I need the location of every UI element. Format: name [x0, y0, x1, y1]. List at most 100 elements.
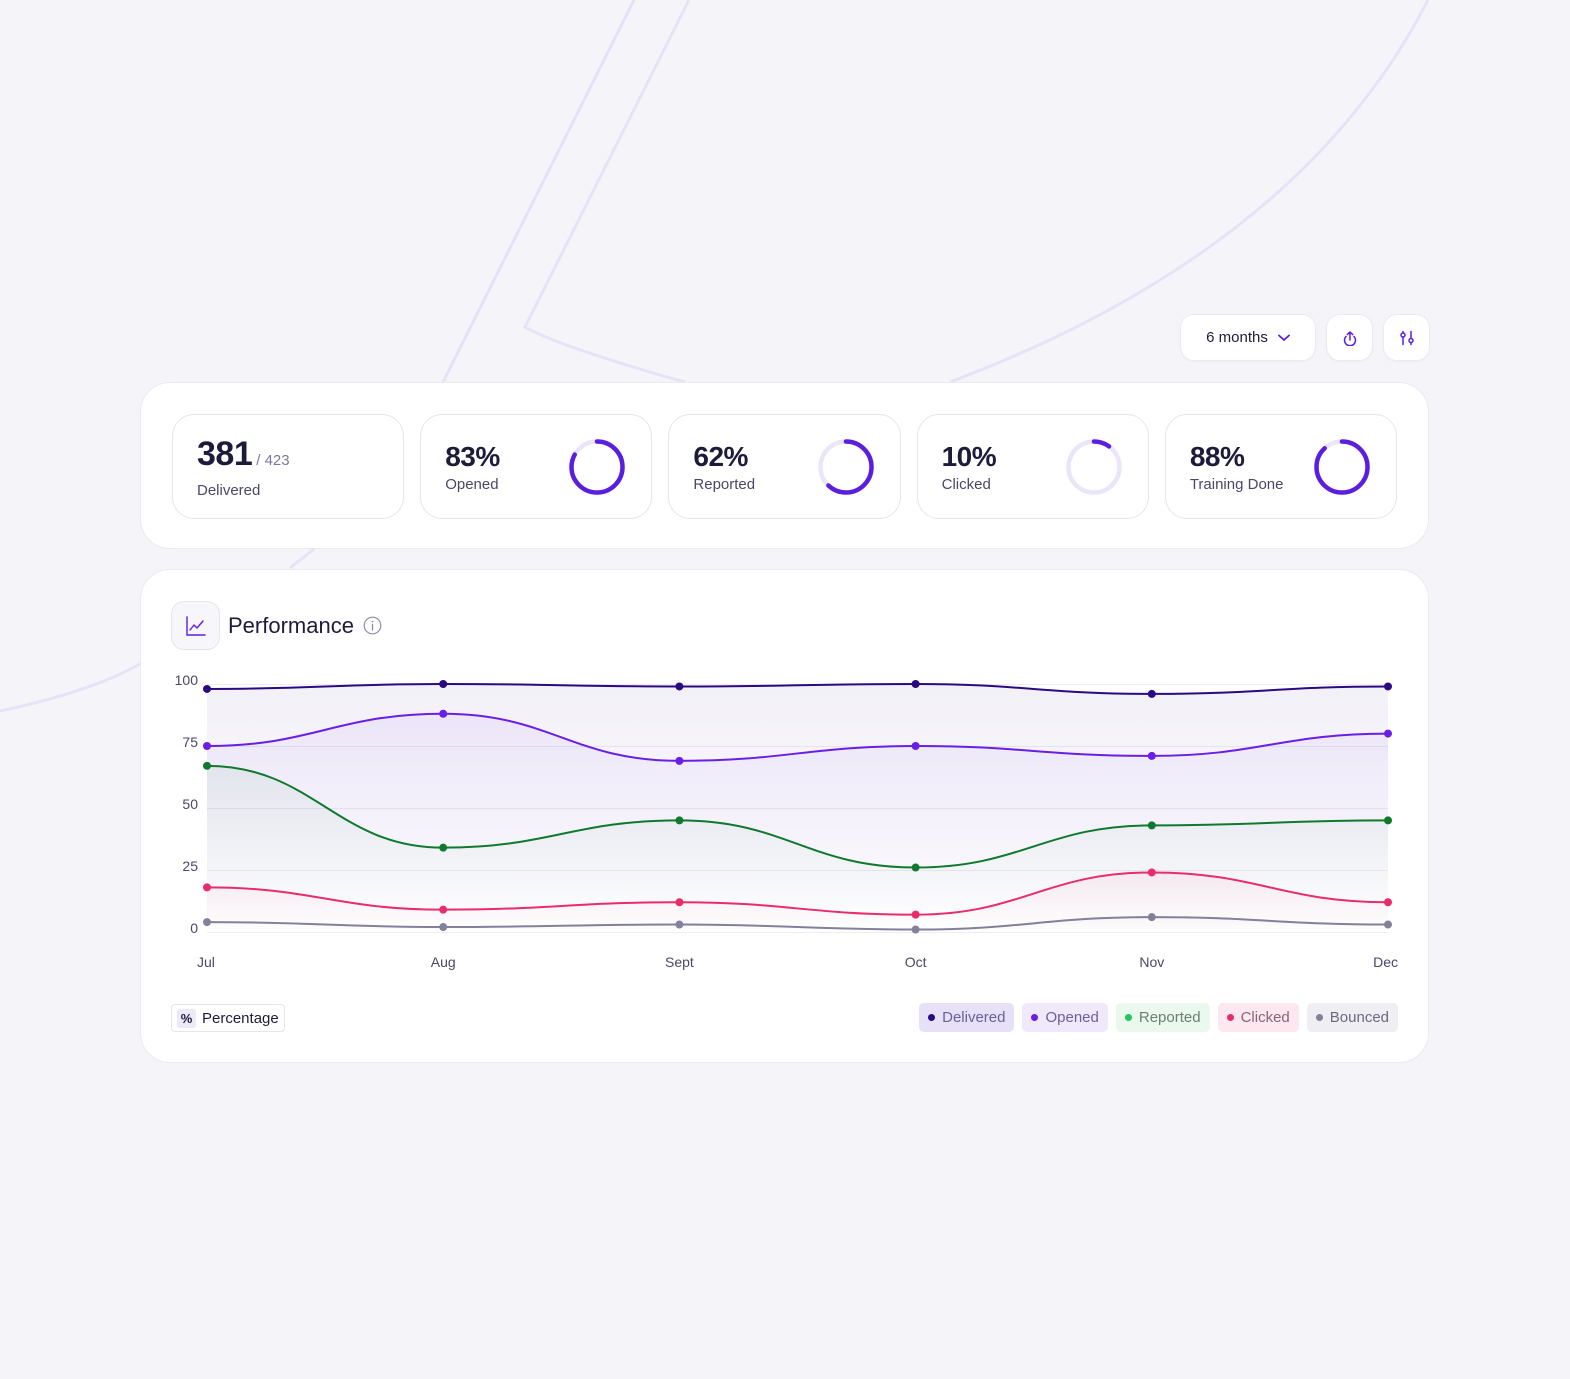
export-button[interactable]: [1326, 314, 1373, 361]
stat-training-done-value: 88%: [1189, 441, 1245, 472]
data-point-clicked[interactable]: [675, 898, 684, 907]
stat-opened: 83% Opened: [420, 414, 653, 519]
data-point-reported[interactable]: [203, 761, 211, 770]
legend-dot: [1124, 1014, 1132, 1021]
performance-title: Performance: [228, 612, 354, 638]
data-point-reported[interactable]: [439, 843, 448, 852]
filter-button[interactable]: [1383, 314, 1430, 361]
y-tick-label: 75: [182, 734, 198, 750]
unit-label: Percentage: [202, 1009, 279, 1027]
stat-delivered-value: 381: [197, 434, 253, 473]
performance-icon-box: [171, 601, 220, 650]
data-point-bounced[interactable]: [1384, 920, 1392, 929]
data-point-delivered[interactable]: [439, 680, 448, 688]
info-icon[interactable]: [363, 616, 382, 635]
upload-icon: [1343, 330, 1356, 346]
performance-chart: 0 25 50 75 100 Jul Aug Sept Oct Nov Dec: [175, 672, 1398, 970]
legend-dot: [1031, 1014, 1039, 1021]
x-tick-label: Oct: [905, 954, 927, 970]
data-point-bounced[interactable]: [1147, 913, 1156, 922]
legend-item-bounced[interactable]: Bounced: [1306, 1003, 1398, 1032]
stat-reported-progress-ring: [817, 438, 874, 495]
ring-progress: [1066, 438, 1122, 495]
data-point-clicked[interactable]: [439, 905, 448, 914]
data-point-opened[interactable]: [203, 742, 211, 750]
y-tick-label: 0: [190, 920, 198, 936]
data-point-bounced[interactable]: [203, 918, 211, 927]
y-tick-label: 100: [175, 672, 199, 688]
line-chart-icon: [185, 615, 206, 636]
data-point-clicked[interactable]: [1384, 898, 1392, 907]
toolbar: 6 months: [1180, 314, 1430, 361]
data-point-reported[interactable]: [1384, 816, 1392, 825]
data-point-opened[interactable]: [1384, 729, 1392, 738]
data-point-reported[interactable]: [675, 816, 684, 825]
data-point-delivered[interactable]: [675, 682, 684, 691]
ring-track: [1066, 438, 1122, 495]
percent-icon: %: [177, 1008, 196, 1028]
data-point-bounced[interactable]: [911, 925, 920, 934]
stat-clicked: 10% Clicked: [916, 414, 1149, 519]
unit-badge[interactable]: % Percentage: [171, 1004, 285, 1032]
legend-item-delivered[interactable]: Delivered: [919, 1003, 1015, 1032]
series-area-clicked: [207, 872, 1388, 932]
chevron-down-icon: [1277, 334, 1290, 341]
legend-dot: [1315, 1014, 1323, 1021]
data-point-clicked[interactable]: [911, 910, 920, 919]
x-tick-label: Nov: [1139, 954, 1164, 970]
data-point-delivered[interactable]: [1384, 682, 1392, 691]
stat-training-done: 88% Training Done: [1164, 414, 1398, 519]
legend-label: Opened: [1045, 1009, 1099, 1026]
legend-label: Clicked: [1240, 1009, 1290, 1026]
legend-dot: [928, 1014, 936, 1021]
x-tick-label: Aug: [431, 954, 456, 970]
legend-label: Bounced: [1329, 1009, 1389, 1026]
stat-training-done-progress-ring: [1314, 438, 1370, 495]
data-point-opened[interactable]: [1147, 751, 1156, 760]
ring-progress: [1314, 438, 1370, 495]
legend-item-reported[interactable]: Reported: [1115, 1003, 1210, 1032]
data-point-delivered[interactable]: [911, 680, 920, 688]
y-tick-label: 50: [182, 796, 198, 812]
ring-progress: [569, 438, 626, 495]
performance-card: 0 25 50 75 100 Jul Aug Sept Oct Nov Dec Performanc…: [140, 569, 1429, 1063]
data-point-clicked[interactable]: [203, 883, 211, 892]
x-tick-label: Sept: [665, 954, 694, 970]
data-point-opened[interactable]: [911, 742, 920, 750]
legend-label: Delivered: [942, 1009, 1006, 1026]
stat-clicked-value: 10%: [941, 441, 997, 472]
stat-delivered: 381/ 423 Delivered: [172, 414, 405, 519]
legend-label: Reported: [1138, 1009, 1201, 1026]
data-point-reported[interactable]: [911, 863, 920, 872]
date-range-select[interactable]: 6 months: [1180, 314, 1316, 361]
legend-item-clicked[interactable]: Clicked: [1217, 1003, 1299, 1032]
data-point-delivered[interactable]: [1147, 689, 1156, 698]
series-line-delivered: [206, 682, 1389, 695]
series-line-clicked: [206, 871, 1389, 916]
data-point-opened[interactable]: [675, 756, 684, 765]
x-tick-label: Jul: [197, 954, 215, 970]
x-tick-label: Dec: [1373, 954, 1398, 970]
stat-opened-progress-ring: [569, 438, 626, 495]
data-point-delivered[interactable]: [203, 684, 211, 693]
data-point-reported[interactable]: [1147, 821, 1156, 830]
performance-header: Performance: [171, 601, 382, 650]
data-point-clicked[interactable]: [1147, 868, 1156, 877]
stat-delivered-label: Delivered: [197, 481, 261, 499]
data-point-bounced[interactable]: [439, 923, 448, 932]
stat-delivered-value-row: 381/ 423: [197, 435, 290, 480]
legend-dot: [1226, 1014, 1234, 1021]
chart-legend: Delivered Opened Reported Clicked Bounce…: [919, 1003, 1398, 1032]
stat-reported: 62% Reported: [668, 414, 901, 519]
sliders-icon: [1399, 330, 1414, 345]
stat-opened-label: Opened: [445, 476, 499, 493]
series-area-bounced: [207, 917, 1388, 932]
series-line-opened: [206, 712, 1389, 762]
stat-delivered-total: / 423: [256, 451, 290, 469]
legend-item-opened[interactable]: Opened: [1022, 1003, 1108, 1032]
data-point-opened[interactable]: [439, 709, 448, 718]
data-point-bounced[interactable]: [675, 920, 684, 929]
y-tick-label: 25: [182, 858, 198, 874]
series-line-bounced: [206, 916, 1389, 931]
